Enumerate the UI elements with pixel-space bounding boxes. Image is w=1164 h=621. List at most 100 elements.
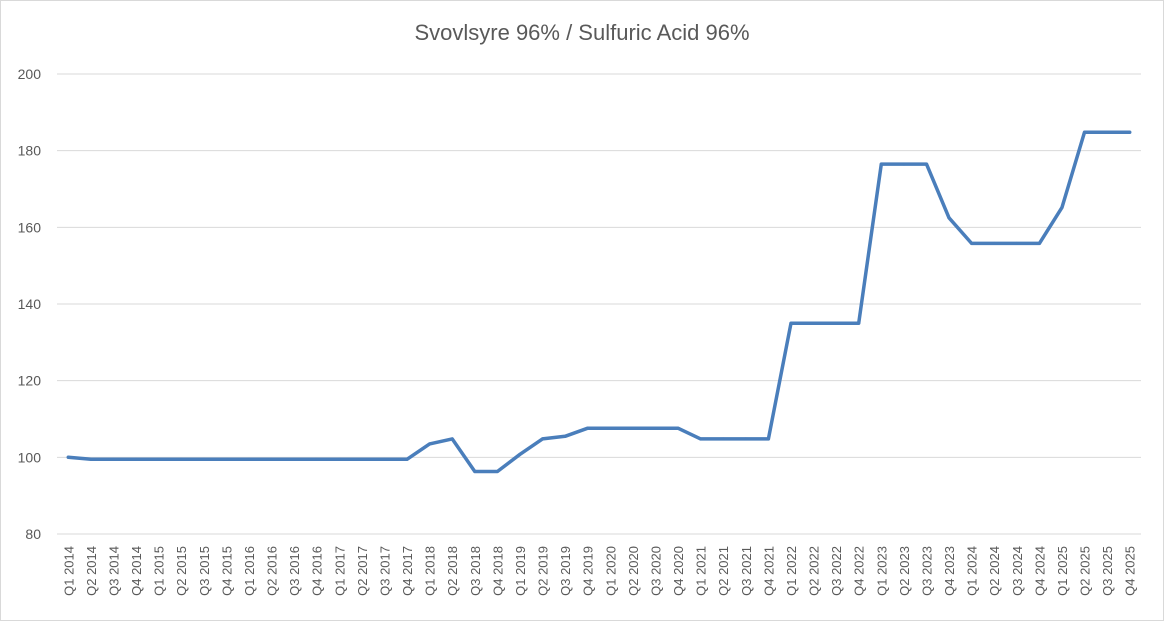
data-point xyxy=(473,470,477,473)
x-tick-label: Q3 2020 xyxy=(648,546,663,596)
x-tick-label: Q4 2018 xyxy=(490,546,505,596)
data-point xyxy=(563,434,567,438)
x-tick-label: Q1 2021 xyxy=(694,546,709,596)
gridlines xyxy=(57,73,1141,535)
data-point xyxy=(902,162,906,166)
data-point xyxy=(450,437,454,441)
x-tick-label: Q1 2015 xyxy=(152,546,167,596)
data-point xyxy=(699,437,703,441)
x-tick-label: Q1 2019 xyxy=(513,546,528,596)
x-tick-label: Q1 2020 xyxy=(603,546,618,596)
data-point xyxy=(337,457,341,461)
x-tick-label: Q4 2016 xyxy=(310,546,325,596)
data-point xyxy=(292,457,296,461)
data-point xyxy=(812,321,815,325)
data-point xyxy=(834,321,838,325)
y-tick-label: 80 xyxy=(25,526,41,542)
x-tick-label: Q1 2017 xyxy=(332,546,347,596)
x-tick-label: Q3 2023 xyxy=(919,546,934,596)
x-tick-label: Q2 2022 xyxy=(807,546,822,596)
x-tick-label: Q4 2023 xyxy=(942,546,957,596)
x-tick-label: Q2 2015 xyxy=(174,546,189,596)
data-point xyxy=(789,321,793,325)
y-tick-label: 140 xyxy=(18,296,42,312)
x-tick-label: Q1 2022 xyxy=(784,546,799,596)
x-tick-label: Q1 2023 xyxy=(874,546,889,596)
data-point xyxy=(992,241,996,245)
y-tick-label: 100 xyxy=(18,449,42,465)
data-point xyxy=(1105,130,1109,134)
data-point xyxy=(879,162,883,166)
data-point xyxy=(541,437,544,441)
data-point xyxy=(495,470,499,473)
x-tick-label: Q3 2015 xyxy=(197,546,212,596)
chart-title: Svovlsyre 96% / Sulfuric Acid 96% xyxy=(414,20,750,45)
x-tick-label: Q2 2025 xyxy=(1078,546,1093,596)
x-tick-label: Q4 2021 xyxy=(761,546,776,596)
x-tick-label: Q1 2016 xyxy=(242,546,257,596)
x-tick-label: Q3 2018 xyxy=(468,546,483,596)
x-tick-label: Q3 2017 xyxy=(377,546,392,596)
data-point xyxy=(925,162,928,166)
x-tick-label: Q2 2017 xyxy=(355,546,370,596)
x-tick-label: Q1 2024 xyxy=(965,546,980,596)
data-point xyxy=(970,241,974,245)
data-point xyxy=(405,457,409,461)
data-point xyxy=(676,426,680,430)
x-tick-label: Q3 2021 xyxy=(739,546,754,596)
x-tick-label: Q2 2021 xyxy=(716,546,731,596)
x-tick-label: Q2 2018 xyxy=(445,546,460,596)
y-tick-label: 200 xyxy=(18,66,42,82)
series-layer xyxy=(66,130,1132,474)
data-point xyxy=(89,457,93,461)
x-tick-label: Q3 2014 xyxy=(106,546,121,596)
data-point xyxy=(247,457,251,461)
data-point xyxy=(112,457,115,461)
data-point xyxy=(224,457,228,461)
data-point xyxy=(586,426,590,430)
x-tick-label: Q4 2025 xyxy=(1123,546,1138,596)
data-point xyxy=(360,457,364,461)
x-tick-label: Q4 2015 xyxy=(219,546,234,596)
x-tick-label: Q4 2024 xyxy=(1032,546,1047,596)
x-tick-label: Q1 2014 xyxy=(61,546,76,596)
data-point xyxy=(1128,130,1132,134)
x-tick-label: Q2 2016 xyxy=(265,546,280,596)
x-tick-label: Q4 2019 xyxy=(581,546,596,596)
y-tick-label: 180 xyxy=(18,143,42,159)
data-point xyxy=(1060,205,1064,209)
x-tick-label: Q2 2024 xyxy=(987,546,1002,596)
x-tick-label: Q3 2019 xyxy=(558,546,573,596)
data-point xyxy=(947,216,951,220)
x-tick-label: Q3 2022 xyxy=(829,546,844,596)
data-point xyxy=(631,426,635,430)
x-tick-label: Q4 2022 xyxy=(852,546,867,596)
data-point xyxy=(1015,241,1019,245)
data-point xyxy=(766,437,770,441)
data-point xyxy=(383,457,386,461)
x-tick-label: Q3 2016 xyxy=(287,546,302,596)
x-axis-tick-labels: Q1 2014 Q2 2014 Q3 2014 Q4 2014 Q1 2015 Q2 20… xyxy=(61,546,1137,596)
data-point xyxy=(428,442,432,446)
data-point xyxy=(1083,130,1086,134)
data-point xyxy=(66,455,70,459)
x-tick-label: Q3 2025 xyxy=(1100,546,1115,596)
x-tick-label: Q1 2025 xyxy=(1055,546,1070,596)
data-point xyxy=(518,452,522,456)
x-tick-label: Q2 2019 xyxy=(536,546,551,596)
y-tick-label: 160 xyxy=(18,219,42,235)
data-point xyxy=(134,457,138,461)
data-point xyxy=(157,457,161,461)
x-tick-label: Q2 2020 xyxy=(626,546,641,596)
data-point xyxy=(179,457,183,461)
data-point xyxy=(721,437,725,441)
x-tick-label: Q2 2014 xyxy=(84,546,99,596)
x-tick-label: Q4 2020 xyxy=(671,546,686,596)
data-point xyxy=(744,437,748,441)
y-axis-tick-labels: 80 100 120 140 160 180 200 xyxy=(18,66,42,542)
data-point xyxy=(1037,241,1041,245)
x-tick-label: Q2 2023 xyxy=(897,546,912,596)
data-point xyxy=(202,457,206,461)
